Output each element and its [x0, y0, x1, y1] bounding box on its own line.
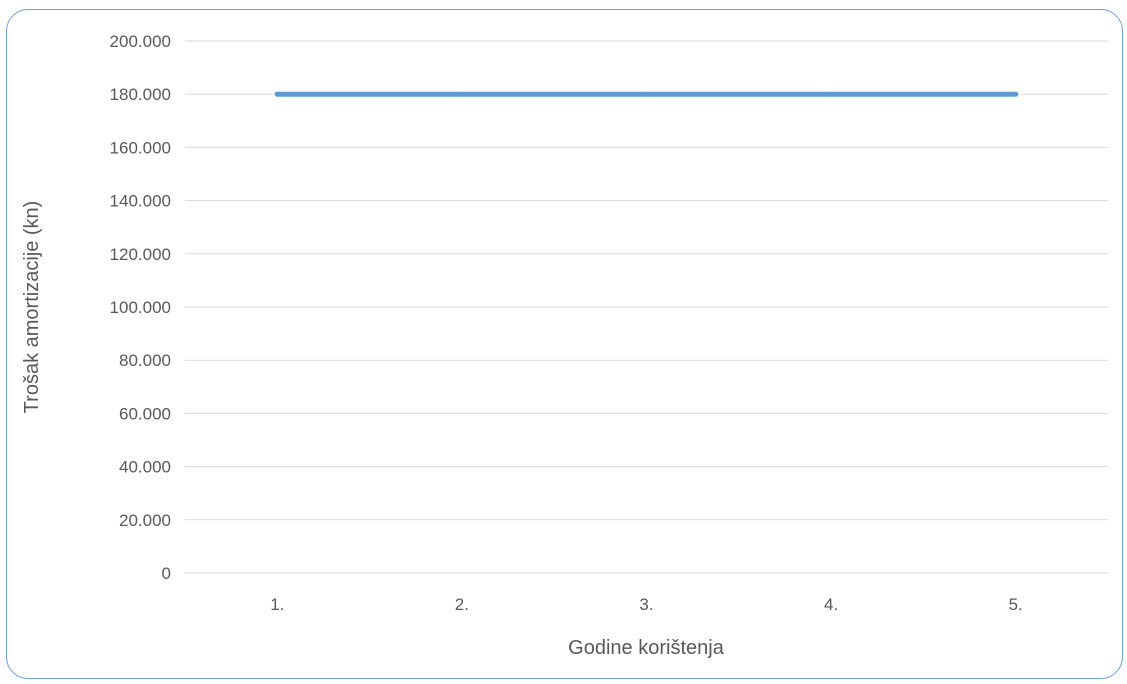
series-group: [274, 91, 1019, 97]
data-point: [459, 91, 465, 97]
y-tick-label: 60.000: [119, 404, 171, 423]
data-point: [274, 91, 280, 97]
x-axis-title: Godine korištenja: [568, 637, 725, 659]
y-tick-label: 0: [162, 564, 171, 583]
chart-frame: [6, 9, 1123, 679]
gridlines: [185, 40, 1108, 574]
x-tick-label: 2.: [455, 595, 469, 614]
y-tick-label: 200.000: [110, 32, 171, 51]
y-tick-label: 40.000: [119, 458, 171, 477]
y-tick-label: 140.000: [110, 192, 171, 211]
y-tick-label: 160.000: [110, 138, 171, 157]
x-axis-ticks: 1. 2. 3. 4. 5.: [270, 595, 1023, 614]
data-point: [1013, 91, 1019, 97]
x-tick-label: 1.: [270, 595, 284, 614]
x-tick-label: 4.: [824, 595, 838, 614]
data-point: [828, 91, 834, 97]
x-tick-label: 5.: [1009, 595, 1023, 614]
x-tick-label: 3.: [639, 595, 653, 614]
y-tick-label: 100.000: [110, 298, 171, 317]
y-tick-label: 120.000: [110, 245, 171, 264]
y-tick-label: 80.000: [119, 351, 171, 370]
y-tick-label: 180.000: [110, 85, 171, 104]
data-point: [644, 91, 649, 97]
y-axis-ticks: 0 20.000 40.000 60.000 80.000 100.000 120.000 1…: [110, 32, 171, 583]
y-axis-title: Trošak amortizacije (kn): [21, 201, 43, 414]
y-tick-label: 20.000: [119, 511, 171, 530]
